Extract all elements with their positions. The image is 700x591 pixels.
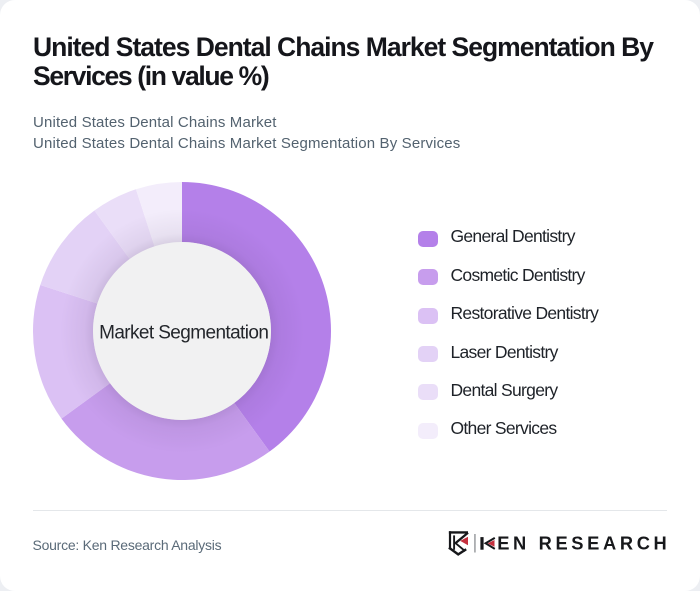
svg-text:Market Segmentation: Market Segmentation [99, 323, 268, 344]
svg-text:EN RESEARCH: EN RESEARCH [497, 533, 670, 554]
